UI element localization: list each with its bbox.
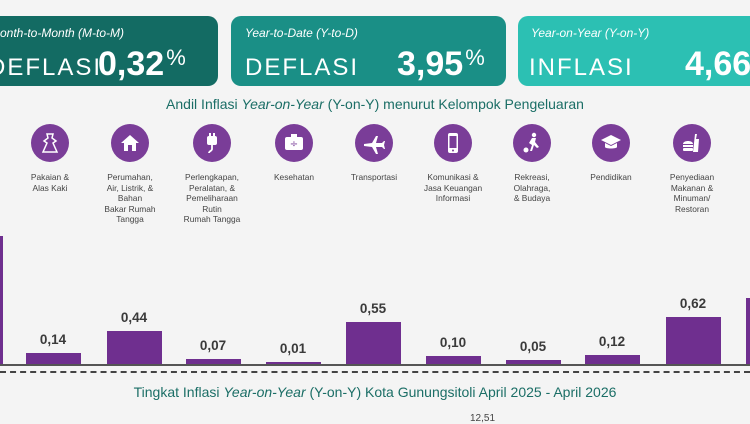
yoy-kind: INFLASI: [529, 54, 634, 81]
chart-baseline: [0, 364, 750, 366]
bar-pakaian: [25, 353, 81, 364]
bar-value-label: 0,01: [279, 341, 307, 356]
football-player-icon: [513, 124, 551, 162]
bar-perlengkapan: [185, 358, 241, 364]
andil-title: Andil Inflasi Year-on-Year (Y-on-Y) menu…: [166, 96, 584, 112]
category-label: Perlengkapan, Peralatan, & Pemeliharaan …: [183, 172, 241, 224]
food-drink-icon: [673, 124, 711, 162]
house-icon: [111, 124, 149, 162]
medicine-kit-icon: ÷: [275, 124, 313, 162]
cut-off-value-label: 12,51: [470, 413, 496, 424]
bar-value-label: 0,62: [679, 295, 707, 311]
bar-komunikasi: [425, 356, 481, 364]
bar-value-label: 0,14: [39, 332, 67, 348]
bar-right-partial: [746, 298, 750, 364]
yoy-value: 4,66: [685, 45, 750, 83]
bar-value-label: 0,55: [359, 301, 387, 317]
bar-value-label: 0,44: [120, 309, 148, 325]
category-label: Pendidikan: [590, 172, 632, 182]
bar-value-label: 0,10: [439, 335, 467, 351]
bar-penyediaan-makanan: [665, 316, 721, 364]
ytd-card: Year-to-Date (Y-to-D) DEFLASI 3,95%: [231, 16, 506, 86]
ytd-value: 3,95%: [397, 45, 485, 83]
category-label: Penyediaan Makanan & Minuman/ Restoran: [669, 172, 715, 214]
yoy-label: Year-on-Year (Y-on-Y): [531, 26, 650, 40]
category-label: Pakaian & Alas Kaki: [30, 172, 70, 193]
bar-rekreasi: [505, 360, 561, 364]
yoy-card: Year-on-Year (Y-on-Y) INFLASI 4,66: [518, 16, 750, 86]
ytd-kind: DEFLASI: [245, 54, 360, 81]
category-label: Rekreasi, Olahraga, & Budaya: [513, 172, 551, 203]
bar-value-label: 0,12: [598, 333, 626, 349]
airplane-icon: [355, 124, 393, 162]
bar-transportasi: [345, 322, 401, 364]
bar-left-partial: [0, 236, 3, 364]
trend-title: Tingkat Inflasi Year-on-Year (Y-on-Y) Ko…: [133, 384, 617, 400]
bar-value-label: 0,05: [519, 339, 547, 355]
bar-pendidikan: [584, 354, 640, 364]
category-label: Perumahan, Air, Listrik, & Bahan Bakar R…: [104, 172, 156, 224]
category-label: Kesehatan: [273, 172, 315, 182]
graduation-cap-icon: [592, 124, 630, 162]
mtm-kind: DEFLASI: [0, 54, 103, 81]
category-label: Transportasi: [350, 172, 398, 182]
bar-kesehatan: [265, 362, 321, 364]
category-label: Komunikasi & Jasa Keuangan Informasi: [423, 172, 483, 203]
dress-icon: [31, 124, 69, 162]
smartphone-icon: [434, 124, 472, 162]
section-divider: [0, 371, 750, 373]
bar-perumahan: [106, 330, 162, 364]
ytd-label: Year-to-Date (Y-to-D): [245, 26, 358, 40]
bar-value-label: 0,07: [199, 337, 227, 353]
mtm-value: 0,32%: [98, 45, 186, 83]
plug-icon: [193, 124, 231, 162]
svg-text:÷: ÷: [290, 139, 298, 150]
mtm-card: Month-to-Month (M-to-M) DEFLASI 0,32%: [0, 16, 218, 86]
mtm-label: Month-to-Month (M-to-M): [0, 26, 125, 40]
